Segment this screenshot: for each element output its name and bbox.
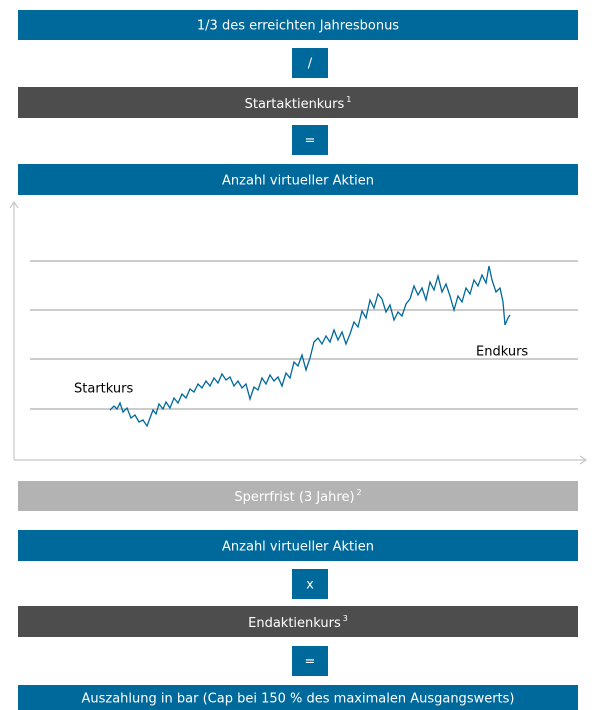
footnote: 1 xyxy=(346,95,351,104)
end-label: Endkurs xyxy=(476,345,528,360)
step-bar xyxy=(18,685,578,710)
y-axis xyxy=(9,200,19,460)
operator: = xyxy=(305,134,316,149)
operator-box xyxy=(292,646,328,676)
operator-box xyxy=(292,48,328,78)
step-text: Endaktienkurs xyxy=(248,616,341,631)
operator: = xyxy=(305,655,316,670)
operator: x xyxy=(306,578,314,593)
step-bar xyxy=(18,481,578,511)
step-label: 1/3 des erreichten Jahresbonus xyxy=(197,19,399,34)
operator: / xyxy=(308,57,313,72)
step-bar xyxy=(18,164,578,195)
footnote: 2 xyxy=(357,488,362,497)
step-bar xyxy=(18,530,578,561)
step-label: Sperrfrist (3 Jahre) 2 xyxy=(234,488,361,505)
step-label: Auszahlung in bar (Cap bei 150 % des max… xyxy=(81,692,514,707)
step-bar xyxy=(18,10,578,40)
start-label: Startkurs xyxy=(74,382,133,397)
step-label: Endaktienkurs 3 xyxy=(248,614,348,631)
operator-box xyxy=(292,125,328,155)
x-axis xyxy=(14,455,588,465)
step-label: Startaktienkurs 1 xyxy=(245,95,352,112)
operator-box xyxy=(292,569,328,599)
step-text: Sperrfrist (3 Jahre) xyxy=(234,490,354,505)
footnote: 3 xyxy=(343,614,348,623)
step-bar xyxy=(18,87,578,118)
step-bar xyxy=(18,606,578,637)
step-label: Anzahl virtueller Aktien xyxy=(222,540,374,555)
price-line xyxy=(109,265,511,428)
step-text: Startaktienkurs xyxy=(245,97,345,112)
step-label: Anzahl virtueller Aktien xyxy=(222,174,374,189)
